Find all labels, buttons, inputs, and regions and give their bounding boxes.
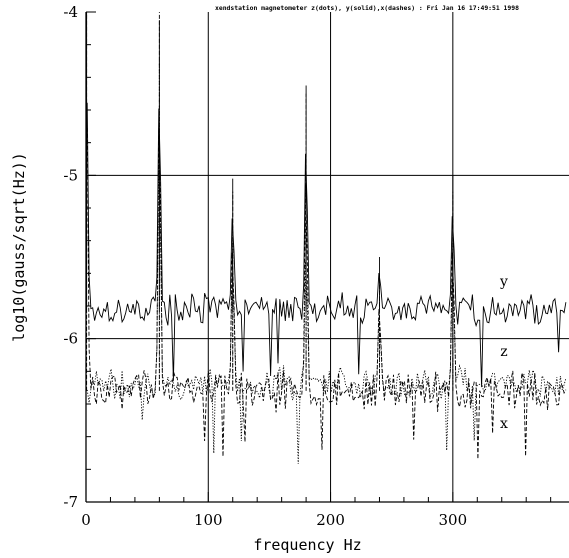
- x-tick-label-100: 100: [194, 511, 223, 529]
- y-tick-label--4: -4: [63, 3, 78, 21]
- labels: 0 100 200 300 -7 -6 -5 -4 y z x: [63, 3, 508, 529]
- ticks: [85, 11, 552, 503]
- series-layer: [86, 12, 567, 464]
- series-label-y: y: [499, 274, 508, 290]
- series-line-z: [86, 159, 567, 464]
- x-tick-label-200: 200: [316, 511, 345, 529]
- y-tick-label--6: -6: [63, 330, 78, 348]
- series-label-z: z: [500, 344, 507, 360]
- x-axis-label: frequency Hz: [253, 536, 361, 554]
- x-tick-label-300: 300: [439, 511, 468, 529]
- y-tick-label--7: -7: [63, 493, 78, 511]
- x-tick-label-0: 0: [81, 511, 91, 529]
- axes: [85, 12, 569, 503]
- grid-lines: [86, 12, 569, 502]
- chart-title: xendstation magnetometer z(dots), y(soli…: [215, 4, 519, 12]
- series-line-x: [86, 127, 567, 460]
- series-label-x: x: [500, 416, 508, 432]
- y-axis-label: log10(gauss/sqrt(Hz)): [10, 152, 28, 342]
- y-tick-label--5: -5: [63, 166, 78, 184]
- series-line-y: [86, 102, 567, 388]
